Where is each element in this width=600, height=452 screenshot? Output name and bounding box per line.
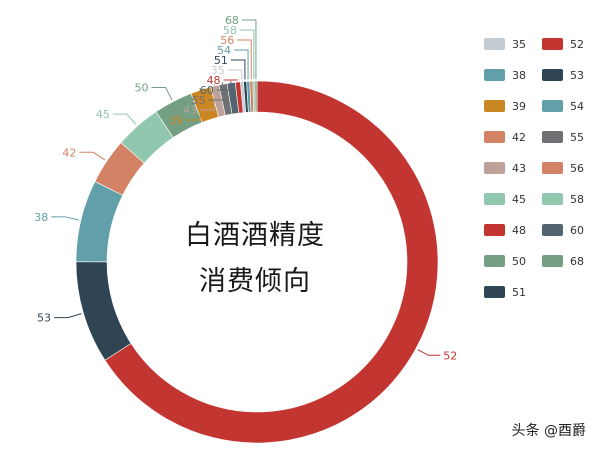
legend-swatch [484, 255, 505, 267]
legend-item-54[interactable]: 54 [542, 99, 584, 113]
legend-label: 42 [512, 130, 526, 144]
chart-title-line2: 消费倾向 [199, 266, 311, 297]
leader-line-45 [112, 113, 137, 125]
leader-line-53 [54, 313, 82, 319]
legend-label: 53 [570, 68, 584, 82]
legend-item-52[interactable]: 52 [542, 37, 584, 51]
slice-label-48: 48 [207, 74, 221, 87]
legend-swatch [484, 100, 505, 112]
slice-label-42: 42 [62, 146, 76, 159]
slice-label-52: 52 [443, 349, 457, 362]
legend-swatch [542, 69, 563, 81]
slice-label-68: 68 [225, 14, 239, 27]
legend-label: 35 [512, 37, 526, 51]
legend-label: 39 [512, 99, 526, 113]
leader-line-39 [186, 88, 201, 121]
legend-label: 45 [512, 192, 526, 206]
slice-label-54: 54 [217, 44, 231, 57]
leader-line-38 [51, 216, 79, 221]
legend-item-60[interactable]: 60 [542, 223, 584, 237]
leader-line-60 [216, 80, 232, 91]
legend-item-53[interactable]: 53 [542, 68, 584, 82]
slice-38[interactable] [75, 181, 124, 263]
slice-label-50: 50 [135, 82, 149, 95]
chart-title-line1: 白酒酒精度 [185, 220, 325, 251]
legend-item-50[interactable]: 50 [484, 254, 526, 268]
legend-swatch [484, 38, 505, 50]
slice-label-51: 51 [214, 54, 228, 67]
legend-label: 54 [570, 99, 584, 113]
slice-label-55: 55 [191, 94, 205, 107]
slice-label-38: 38 [34, 211, 48, 224]
slice-label-53: 53 [37, 312, 51, 325]
legend-item-56[interactable]: 56 [542, 161, 584, 175]
leader-line-58 [239, 29, 255, 80]
slice-53[interactable] [75, 261, 132, 361]
legend-item-58[interactable]: 58 [542, 192, 584, 206]
legend-swatch [542, 224, 563, 236]
legend-swatch [484, 162, 505, 174]
leader-line-43 [200, 84, 215, 111]
legend-item-42[interactable]: 42 [484, 130, 526, 144]
slice-label-35: 35 [211, 64, 225, 77]
legend-swatch [484, 193, 505, 205]
legend-swatch [542, 131, 563, 143]
legend-label: 52 [570, 37, 584, 51]
slice-label-43: 43 [183, 104, 197, 117]
legend-item-38[interactable]: 38 [484, 68, 526, 82]
watermark: 头条 @酉爵 [511, 423, 586, 439]
legend-item-35[interactable]: 35 [484, 37, 526, 51]
legend-swatch [542, 100, 563, 112]
legend-label: 58 [570, 192, 584, 206]
slice-label-45: 45 [96, 108, 110, 121]
legend-item-39[interactable]: 39 [484, 99, 526, 113]
legend-swatch [484, 224, 505, 236]
leader-line-68 [241, 19, 257, 80]
leader-line-35 [227, 69, 243, 80]
legend-label: 48 [512, 223, 526, 237]
leader-line-55 [208, 82, 223, 101]
slice-label-60: 60 [200, 84, 214, 97]
leader-line-42 [79, 151, 106, 161]
legend-swatch [542, 38, 563, 50]
legend-swatch [542, 255, 563, 267]
leader-line-54 [234, 49, 249, 80]
legend-label: 60 [570, 223, 584, 237]
legend-label: 55 [570, 130, 584, 144]
leader-line-51 [230, 59, 246, 80]
legend-label: 43 [512, 161, 526, 175]
slice-label-56: 56 [220, 34, 234, 47]
legend-label: 50 [512, 254, 526, 268]
legend-label: 51 [512, 285, 526, 299]
legend-item-68[interactable]: 68 [542, 254, 584, 268]
legend-item-55[interactable]: 55 [542, 130, 584, 144]
legend-item-48[interactable]: 48 [484, 223, 526, 237]
leader-line-56 [237, 39, 252, 80]
legend-swatch [542, 162, 563, 174]
slice-label-58: 58 [223, 24, 237, 37]
legend-swatch [484, 131, 505, 143]
legend: 35 52 38 53 39 54 42 55 43 56 45 58 48 60 50 68 51 [484, 37, 596, 299]
legend-item-43[interactable]: 43 [484, 161, 526, 175]
slice-68[interactable] [254, 80, 258, 113]
legend-label: 56 [570, 161, 584, 175]
legend-swatch [484, 69, 505, 81]
slice-52[interactable] [104, 80, 439, 444]
legend-swatch [542, 193, 563, 205]
legend-label: 38 [512, 68, 526, 82]
leader-line-52 [417, 349, 441, 356]
legend-item-45[interactable]: 45 [484, 192, 526, 206]
legend-item-51[interactable]: 51 [484, 285, 526, 299]
leader-line-50 [151, 87, 173, 101]
legend-swatch [484, 286, 505, 298]
slice-label-39: 39 [169, 114, 183, 127]
legend-label: 68 [570, 254, 584, 268]
